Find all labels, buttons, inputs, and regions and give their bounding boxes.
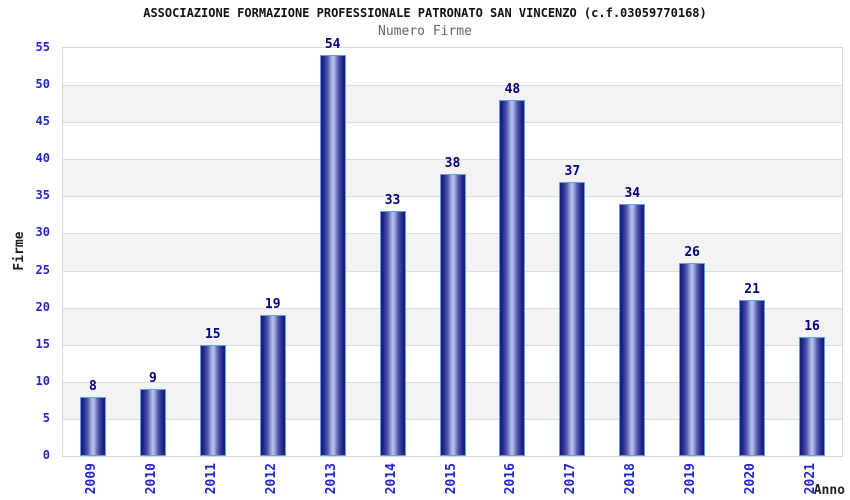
- x-axis-title: Anno: [813, 483, 845, 498]
- gridline: [63, 85, 842, 87]
- bar-value-label: 9: [148, 371, 157, 387]
- bar-value-label: 8: [89, 378, 97, 394]
- x-tick-label: 2011: [203, 463, 219, 495]
- bar: [319, 55, 346, 456]
- bar: [799, 337, 826, 456]
- bar: [439, 174, 466, 456]
- bar-value-label: 33: [384, 193, 401, 209]
- y-tick-label: 15: [35, 336, 50, 351]
- x-tick-label: 2012: [263, 463, 279, 495]
- gridline: [63, 122, 842, 124]
- bar: [499, 99, 526, 456]
- y-tick-label: 25: [35, 262, 50, 277]
- y-tick-label: 45: [35, 114, 50, 129]
- y-tick-label: 30: [35, 225, 50, 240]
- bar-value-label: 54: [324, 37, 341, 53]
- bar: [199, 344, 226, 456]
- y-tick-label: 35: [35, 188, 50, 203]
- y-tick-label: 5: [42, 410, 50, 425]
- bar-value-label: 19: [264, 297, 281, 313]
- bar: [559, 181, 586, 456]
- x-tick-label: 2018: [623, 463, 639, 495]
- bar: [79, 396, 106, 456]
- gridline: [63, 159, 842, 161]
- bar-value-label: 34: [624, 185, 641, 201]
- y-tick-label: 10: [35, 373, 50, 388]
- bar: [739, 300, 766, 456]
- x-tick-label: 2009: [83, 463, 99, 495]
- bar-value-label: 15: [204, 326, 221, 342]
- x-tick-label: 2019: [683, 463, 699, 495]
- chart-title: ASSOCIAZIONE FORMAZIONE PROFESSIONALE PA…: [143, 6, 707, 20]
- bar-value-label: 38: [444, 156, 461, 172]
- x-tick-label: 2015: [443, 463, 459, 495]
- x-tick-label: 2020: [743, 463, 759, 495]
- x-tick-label: 2017: [563, 463, 579, 495]
- bar-value-label: 26: [684, 245, 701, 261]
- y-tick-label: 50: [35, 77, 50, 92]
- y-tick-label: 55: [35, 40, 50, 54]
- bar: [379, 211, 406, 456]
- plot-area: 8 9 15 19 54 33 38 48 37 34 26 21 16: [62, 37, 843, 457]
- bar: [619, 203, 646, 456]
- bar-value-label: 16: [804, 319, 820, 335]
- bar-value-label: 21: [744, 282, 760, 298]
- bar-value-label: 37: [564, 163, 581, 179]
- bar: [679, 263, 706, 456]
- x-tick-label: 2021: [803, 463, 819, 495]
- y-tick-label: 0: [42, 448, 50, 462]
- plot-band: [63, 85, 842, 123]
- x-tick-label: 2014: [383, 463, 399, 495]
- x-tick-label: 2013: [323, 463, 339, 495]
- bar-value-label: 48: [504, 81, 521, 97]
- y-tick-label: 20: [35, 299, 50, 314]
- x-tick-label: 2016: [503, 463, 519, 495]
- bar: [139, 389, 166, 456]
- chart-subtitle: Numero Firme: [378, 24, 472, 39]
- x-tick-label: 2010: [143, 463, 159, 495]
- y-tick-label: 40: [35, 151, 50, 166]
- bar: [259, 315, 286, 456]
